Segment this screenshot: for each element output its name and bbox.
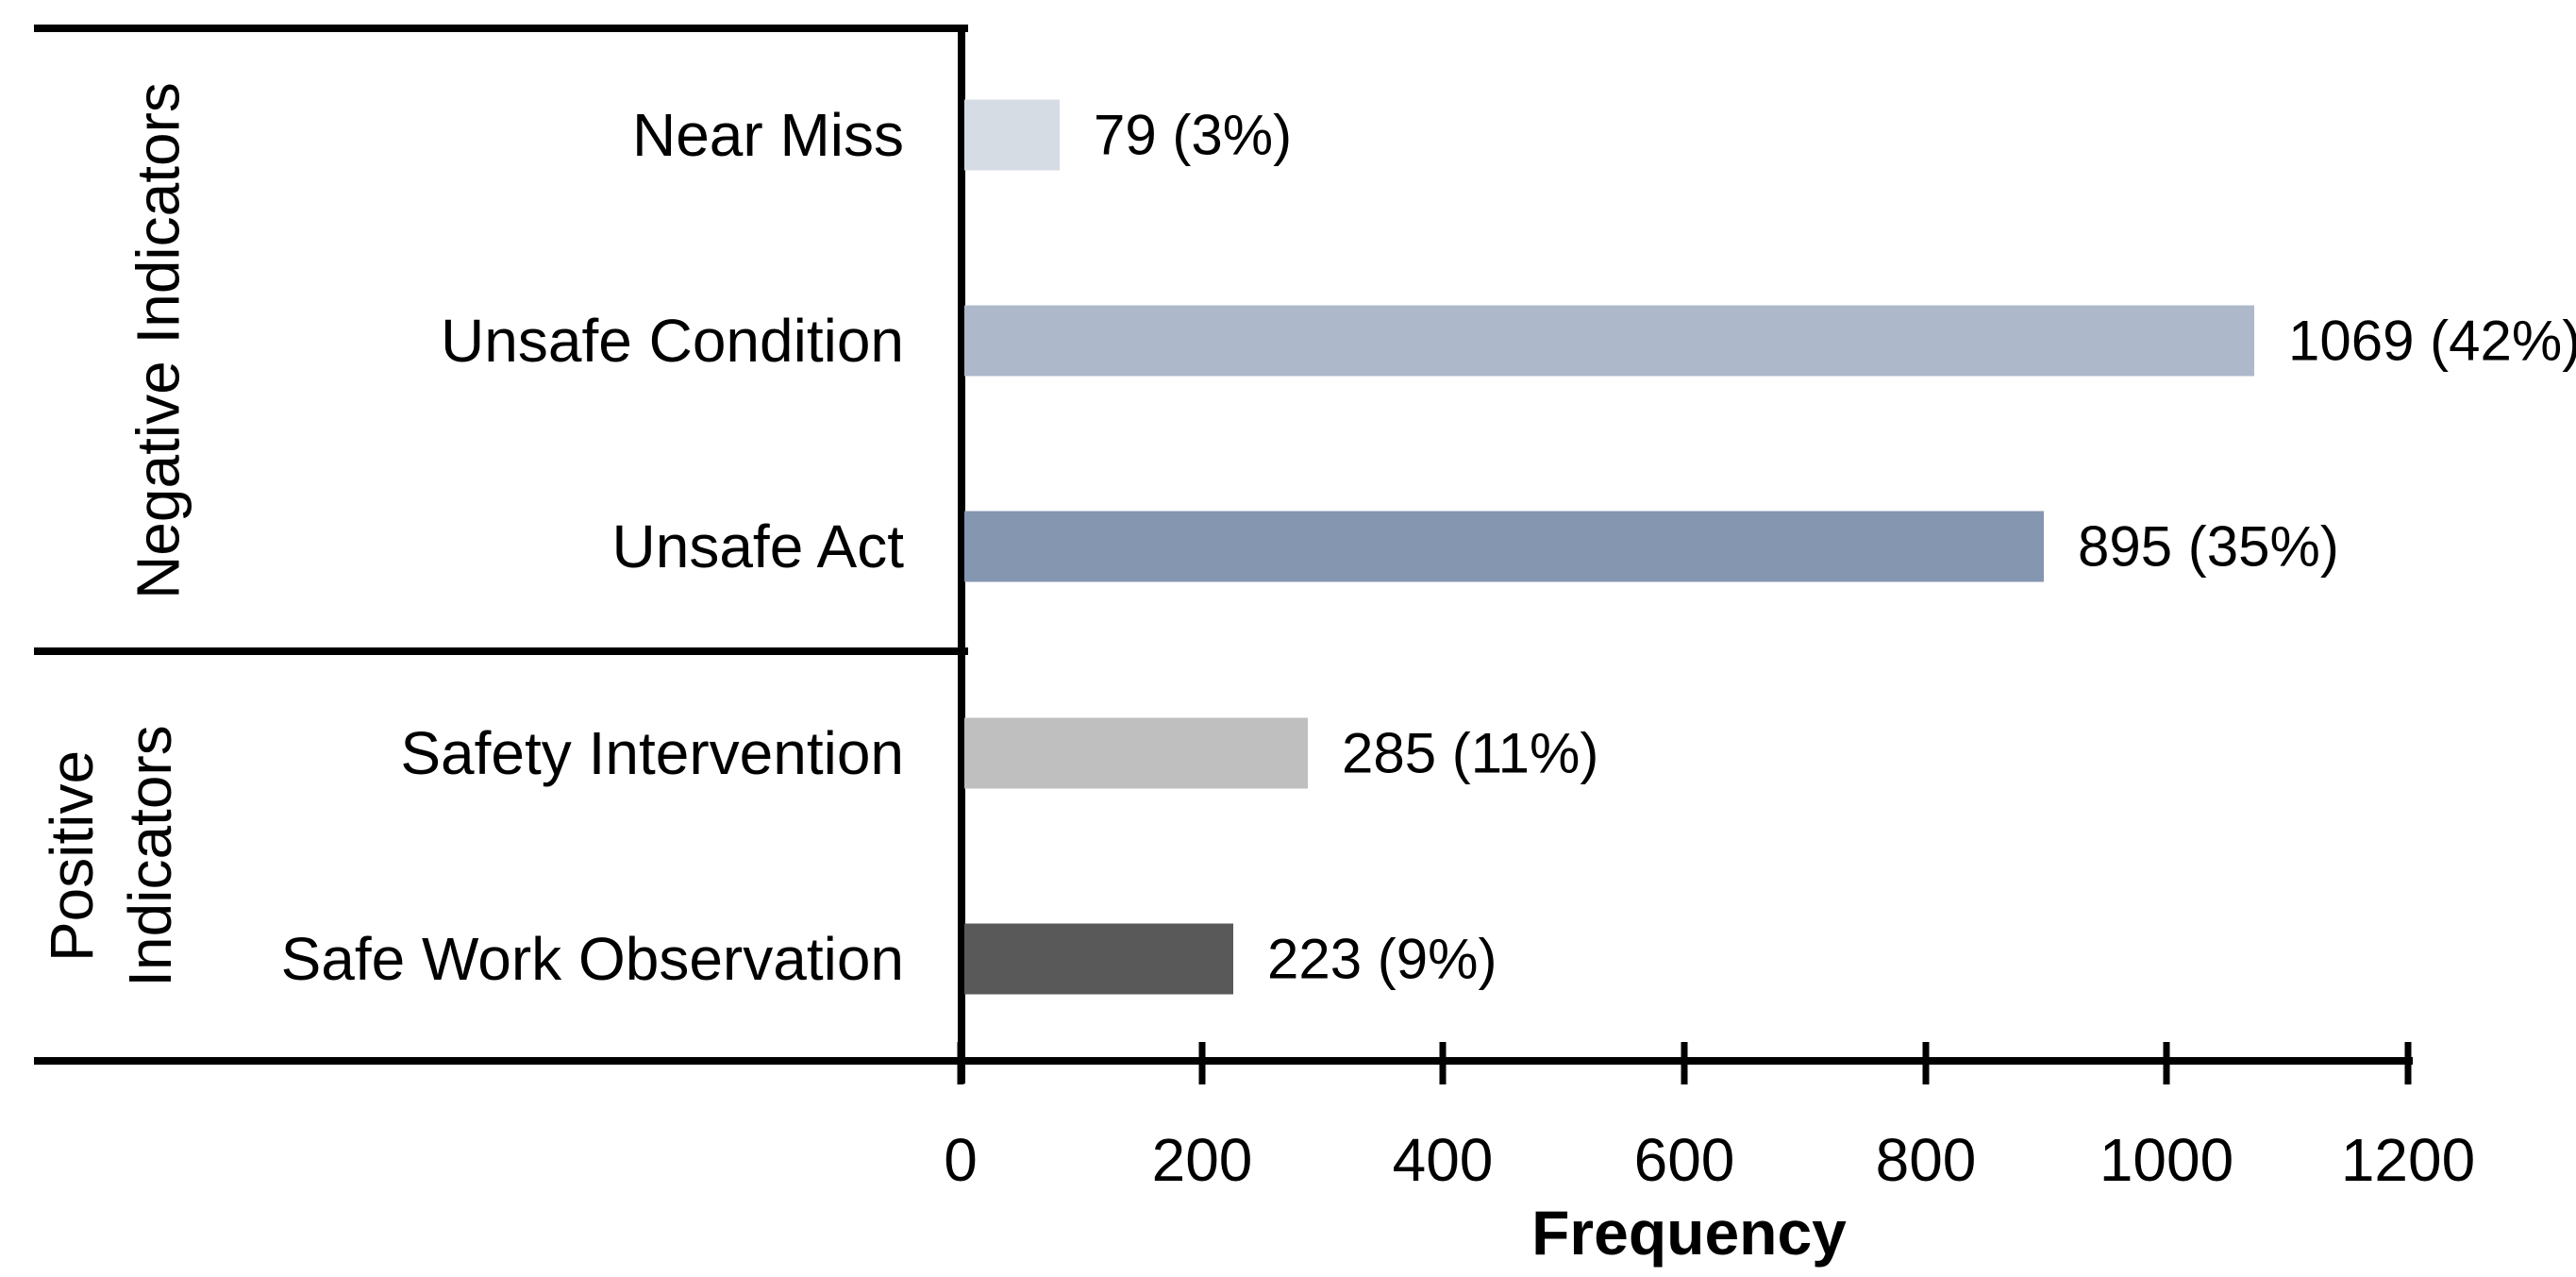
bar-value-label: 1069 (42%) [2288,309,2576,373]
x-tick-label: 1000 [2099,1126,2234,1194]
bar-unsafe-condition [964,305,2254,377]
bar-near-miss [964,99,1060,170]
axis-tick [957,1042,964,1084]
bar-row-near-miss: Near Miss 79 (3%) [0,31,2576,238]
category-label: Near Miss [631,100,904,169]
bar-value-label: 895 (35%) [2078,514,2339,579]
category-label: Safety Intervention [400,718,904,787]
x-tick-label: 400 [1392,1126,1494,1194]
category-label: Safe Work Observation [280,925,904,994]
x-tick-label: 1200 [2340,1126,2476,1194]
x-tick-label: 0 [944,1126,978,1194]
category-label: Unsafe Condition [441,306,904,375]
axis-tick [1681,1042,1688,1084]
bar-row-safe-work-observation: Safe Work Observation 223 (9%) [0,856,2576,1063]
bar-row-safety-intervention: Safety Intervention 285 (11%) [0,649,2576,856]
axis-tick [2163,1042,2170,1084]
x-tick-label: 800 [1875,1126,1977,1194]
axis-tick [2404,1042,2412,1084]
axis-tick [1439,1042,1447,1084]
y-axis-line [958,25,965,1084]
x-axis-line [34,1057,2413,1065]
bar-row-unsafe-condition: Unsafe Condition 1069 (42%) [0,237,2576,444]
bar-value-label: 285 (11%) [1342,721,1599,785]
bar-safe-work-observation [964,923,1233,995]
axis-tick [1922,1042,1930,1084]
x-axis-title: Frequency [1531,1198,1847,1268]
x-tick-label: 200 [1151,1126,1253,1194]
plot-top-border [34,25,968,32]
bar-value-label: 79 (3%) [1094,103,1293,166]
bar-value-label: 223 (9%) [1267,927,1497,991]
x-tick-label: 600 [1633,1126,1735,1194]
bar-safety-intervention [964,717,1308,789]
axis-tick [1198,1042,1206,1084]
bar-unsafe-act [964,511,2044,582]
group-divider-line [34,647,968,655]
bar-row-unsafe-act: Unsafe Act 895 (35%) [0,444,2576,650]
category-label: Unsafe Act [611,512,905,581]
